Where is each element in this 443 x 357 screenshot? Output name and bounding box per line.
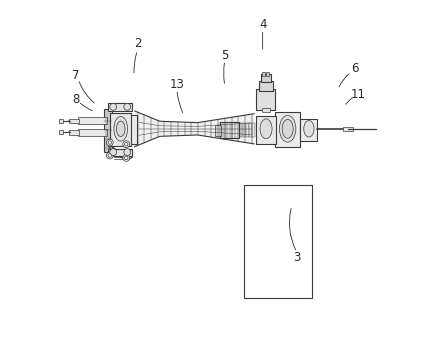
Bar [275,112,300,147]
Bar [131,118,136,142]
Bar [262,108,270,112]
Circle shape [110,149,117,156]
Bar [237,123,239,137]
Circle shape [110,104,117,110]
Bar [253,123,255,137]
Ellipse shape [304,121,314,137]
Bar [260,74,271,82]
Circle shape [123,155,130,161]
Circle shape [124,104,131,110]
Polygon shape [135,111,254,147]
Bar [240,123,242,137]
Ellipse shape [280,115,296,142]
Text: 2: 2 [134,37,141,50]
Bar [244,185,312,298]
Circle shape [108,141,112,144]
Bar [59,130,63,134]
Bar [243,123,245,137]
Bar [59,119,63,123]
Text: 13: 13 [170,78,184,91]
Bar [110,114,132,146]
Bar [220,122,239,138]
Bar [256,116,276,144]
Bar [109,149,132,156]
Text: 5: 5 [221,49,229,62]
Circle shape [124,156,128,160]
Text: 6: 6 [351,62,359,75]
Bar [78,117,107,124]
Bar [130,115,137,144]
Bar [256,89,275,110]
Circle shape [124,142,128,146]
Ellipse shape [282,119,293,138]
Ellipse shape [260,119,272,139]
Circle shape [124,149,131,156]
Ellipse shape [117,121,125,136]
Bar [69,119,78,123]
Bar [78,129,107,136]
Circle shape [123,141,130,148]
Circle shape [106,152,113,159]
Bar [215,125,221,136]
Text: 4: 4 [259,18,266,31]
Bar [69,130,78,135]
Bar [300,119,318,141]
Bar [262,71,265,76]
Bar [246,123,249,137]
Bar [266,71,269,76]
Ellipse shape [114,116,128,141]
Text: 11: 11 [351,88,366,101]
Bar [259,81,273,91]
Text: 3: 3 [293,251,301,264]
Circle shape [106,139,113,146]
Text: 8: 8 [72,93,80,106]
Bar [249,123,252,137]
Circle shape [108,154,112,157]
Bar [109,103,132,111]
Bar [343,127,354,131]
Bar [104,109,112,152]
Text: 7: 7 [72,69,80,82]
